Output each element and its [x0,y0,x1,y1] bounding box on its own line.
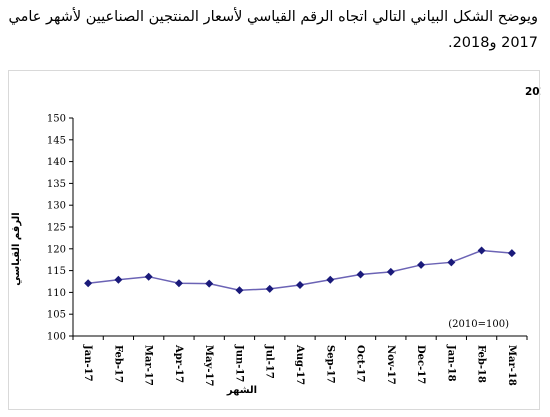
y-tick-label: 120 [47,244,66,255]
y-tick-label: 130 [47,201,66,212]
data-point-marker [447,258,456,267]
y-tick-label: 105 [47,310,66,321]
y-tick-label: 140 [47,157,66,168]
data-point-marker [356,270,365,279]
x-tick-label: Jun-17 [233,344,244,382]
chart-container: الشكل 1 :الرقم القياسي لأسعار المنتجين ا… [8,70,541,410]
x-tick-label: Jan-18 [445,344,456,382]
y-tick-label: 115 [47,266,66,277]
plot-area: 100 105 110 115 120 125 130 135 140 145 150 Jan-17 F… [47,114,528,386]
x-tick-label: Mar-18 [506,345,517,386]
data-point-marker [174,279,183,288]
x-tick-label: Nov-17 [385,345,396,385]
y-tick-label: 125 [47,223,66,234]
data-point-marker [296,280,304,289]
x-tick-label: Oct-17 [355,345,366,383]
line-chart: الشكل 1 :الرقم القياسي لأسعار المنتجين ا… [11,85,541,396]
x-tick-label: Jul-17 [264,344,275,379]
y-tick-label: 100 [47,332,66,343]
x-tick-label: May-17 [203,345,214,386]
x-tick-label: Feb-17 [112,345,123,383]
y-tick-label: 145 [47,135,66,146]
x-tick-label: Dec-17 [415,345,426,384]
x-tick-label: Jan-17 [82,344,93,382]
data-point-marker [326,275,335,284]
x-tick-label: Sep-17 [324,345,335,384]
y-tick-label: 150 [47,114,66,125]
x-tick-label: Apr-17 [173,344,184,383]
y-tick-label: 135 [47,179,66,190]
y-tick-label: 110 [47,288,66,299]
data-point-marker [144,272,153,281]
data-point-marker [84,279,93,288]
data-point-marker [417,260,426,269]
x-tick-label: Aug-17 [294,344,305,385]
data-point-marker [235,286,244,295]
x-tick-label: Feb-18 [476,345,487,383]
x-tick-label: Mar-17 [143,345,154,386]
x-axis-label: الشهر [226,385,257,396]
y-axis-label: الرقم القياسي [11,212,22,285]
chart-title: الشكل 1 :الرقم القياسي لأسعار المنتجين ا… [525,85,541,98]
data-point-marker [386,267,395,276]
data-point-marker [477,246,486,255]
base-year-note: (2010=100) [448,319,509,330]
data-point-marker [265,284,274,293]
intro-paragraph: ويوضح الشكل البياني التالي اتجاه الرقم ا… [8,9,539,51]
data-point-marker [205,279,214,288]
data-point-marker [507,249,516,258]
data-point-marker [114,275,123,284]
